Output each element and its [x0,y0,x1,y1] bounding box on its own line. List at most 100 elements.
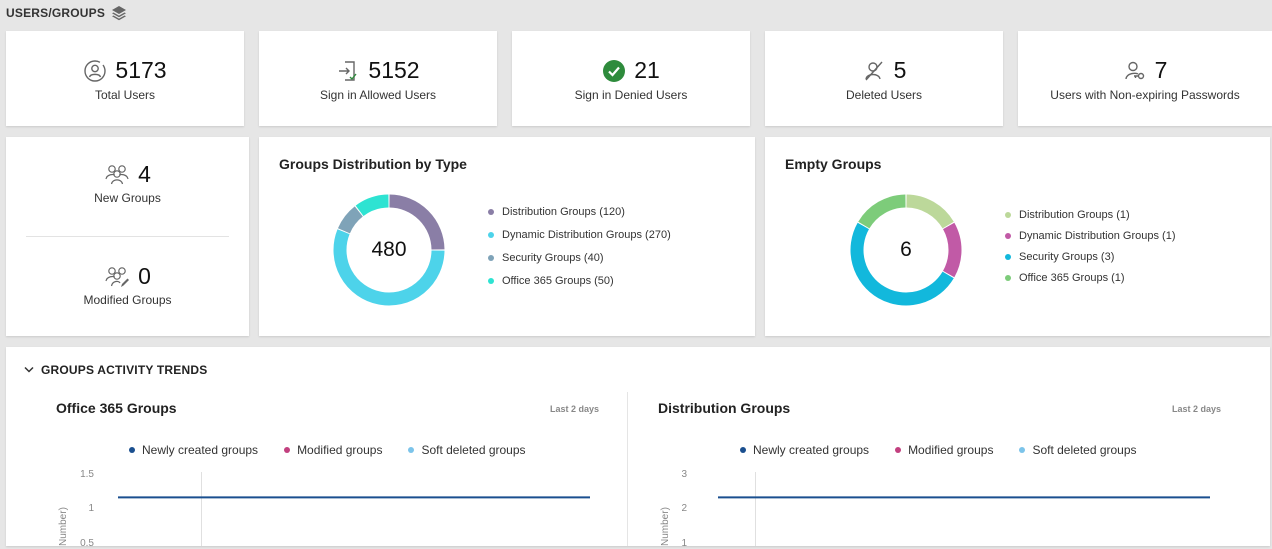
legend-item[interactable]: Modified groups [895,443,993,457]
donut-slice[interactable] [942,222,962,278]
page-title: USERS/GROUPS [6,6,106,20]
trends-title: GROUPS ACTIVITY TRENDS [41,363,208,377]
legend-dot [488,254,494,261]
legend-item[interactable]: Dynamic Distribution Groups (1) [1005,225,1176,246]
group-edit-icon [105,267,130,287]
legend-label: Dynamic Distribution Groups (270) [502,228,671,241]
legend-item[interactable]: Office 365 Groups (1) [1005,267,1176,288]
modified-groups-label: Modified Groups [83,293,172,307]
page-header: USERS/GROUPS [6,4,127,22]
donut-slice[interactable] [337,206,364,234]
legend-label: Dynamic Distribution Groups (1) [1019,229,1176,242]
legend-dot [284,447,291,453]
distribution-total: 480 [371,238,407,261]
stat-label: Sign in Denied Users [574,87,688,102]
legend-label: Newly created groups [142,443,259,457]
group-icon [105,165,129,185]
modified-groups-value: 0 [138,262,151,289]
user-circle-icon [84,59,107,82]
donut-slice[interactable] [355,194,389,217]
donut-slice[interactable] [333,229,445,306]
legend-label: Modified groups [908,443,994,457]
legend-dot [488,208,494,215]
donut-slice[interactable] [850,222,954,306]
donut-slice[interactable] [858,194,906,229]
stat-card-non-expiring-passwords[interactable]: 7 Users with Non-expiring Passwords [1018,31,1272,126]
stat-value: 5173 [115,57,167,83]
stat-card-sign-in-denied[interactable]: 21 Sign in Denied Users [512,31,750,126]
sign-in-icon [339,60,357,81]
chart-legend-distribution: Newly created groups Modified groups Sof… [740,443,1137,457]
legend-dot [1005,211,1011,218]
legend-dot [129,447,135,453]
chart-legend-office365: Newly created groups Modified groups Sof… [129,443,526,457]
stat-value: 5 [893,57,907,83]
activity-trends-card [6,347,1270,546]
empty-groups-donut[interactable] [846,190,966,310]
legend-label: Distribution Groups (120) [502,205,625,218]
y-axis-label: Number) [58,507,69,546]
legend-item[interactable]: Soft deleted groups [408,443,526,457]
new-groups-label: New Groups [94,191,161,205]
check-circle-icon [603,59,626,82]
donut-slice[interactable] [906,194,954,229]
legend-dot [1005,253,1011,260]
chevron-down-icon [24,366,34,373]
legend-item[interactable]: Distribution Groups (1) [1005,204,1176,225]
legend-item[interactable]: Newly created groups [129,443,258,457]
donut-slice[interactable] [389,194,445,250]
legend-item[interactable]: Dynamic Distribution Groups (270) [488,223,671,246]
legend-label: Security Groups (40) [502,251,604,264]
legend-dot [895,447,902,453]
y-tick: 3 [681,469,687,480]
x-gridline [201,472,202,546]
y-tick: 1 [681,538,687,549]
new-groups-stat[interactable]: 4 New Groups [6,159,249,206]
legend-item[interactable]: Security Groups (3) [1005,246,1176,267]
stat-card-sign-in-allowed[interactable]: 5152 Sign in Allowed Users [259,31,497,126]
legend-dot [740,447,746,453]
stat-value: 21 [634,57,660,83]
line-chart-office365[interactable] [100,466,600,546]
legend-item[interactable]: Modified groups [284,443,382,457]
user-key-icon [1124,61,1144,79]
line-chart-distribution[interactable] [700,466,1210,546]
new-groups-value: 4 [138,160,151,187]
user-deleted-icon [864,61,883,80]
distribution-card: Groups Distribution by Type 480 Distribu… [259,137,755,336]
legend-label: Soft deleted groups [421,443,526,457]
legend-item[interactable]: Newly created groups [740,443,869,457]
divider [26,236,229,237]
y-tick: 2 [681,503,687,514]
legend-dot [408,447,415,453]
legend-item[interactable]: Soft deleted groups [1019,443,1137,457]
empty-groups-card: Empty Groups 6 Distribution Groups (1) D… [765,137,1270,336]
modified-groups-stat[interactable]: 0 Modified Groups [6,261,249,308]
legend-item[interactable]: Office 365 Groups (50) [488,269,671,292]
x-gridline [755,472,756,546]
stat-label: Deleted Users [845,87,923,102]
stat-label: Total Users [94,87,156,102]
empty-groups-legend: Distribution Groups (1) Dynamic Distribu… [1005,204,1176,288]
layers-icon[interactable] [111,5,127,21]
chart-divider [627,392,628,546]
legend-label: Distribution Groups (1) [1019,208,1130,221]
legend-label: Newly created groups [753,443,870,457]
legend-item[interactable]: Distribution Groups (120) [488,200,671,223]
empty-groups-total: 6 [900,238,912,261]
legend-dot [488,277,494,284]
groups-change-card: 4 New Groups 0 Modified Groups [6,137,249,336]
stat-card-total-users[interactable]: 5173 Total Users [6,31,244,126]
legend-item[interactable]: Security Groups (40) [488,246,671,269]
legend-label: Office 365 Groups (1) [1019,271,1125,284]
stat-value: 5152 [368,57,420,83]
distribution-title: Groups Distribution by Type [279,156,467,172]
stat-card-deleted-users[interactable]: 5 Deleted Users [765,31,1003,126]
distribution-donut[interactable] [329,190,449,310]
chart-period-distribution: Last 2 days [1172,404,1222,414]
legend-dot [1005,232,1011,239]
trends-toggle[interactable]: GROUPS ACTIVITY TRENDS [24,363,207,377]
legend-label: Soft deleted groups [1032,443,1137,457]
y-axis-label: Number) [660,507,671,546]
legend-label: Modified groups [297,443,383,457]
